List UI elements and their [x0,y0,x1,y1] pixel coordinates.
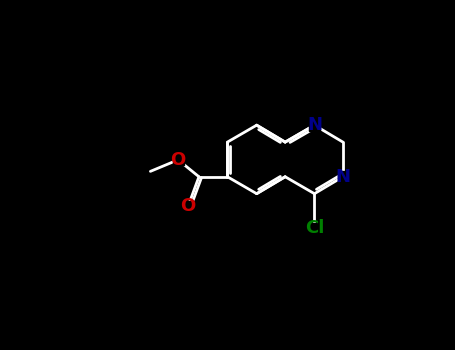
Text: O: O [171,151,186,169]
Bar [309,120,320,131]
Text: N: N [335,168,350,186]
Text: Cl: Cl [305,219,324,237]
Text: O: O [181,197,196,215]
Bar [183,201,193,211]
Bar [338,172,349,182]
Text: N: N [307,116,322,134]
Bar [306,223,323,234]
Bar [173,154,183,165]
